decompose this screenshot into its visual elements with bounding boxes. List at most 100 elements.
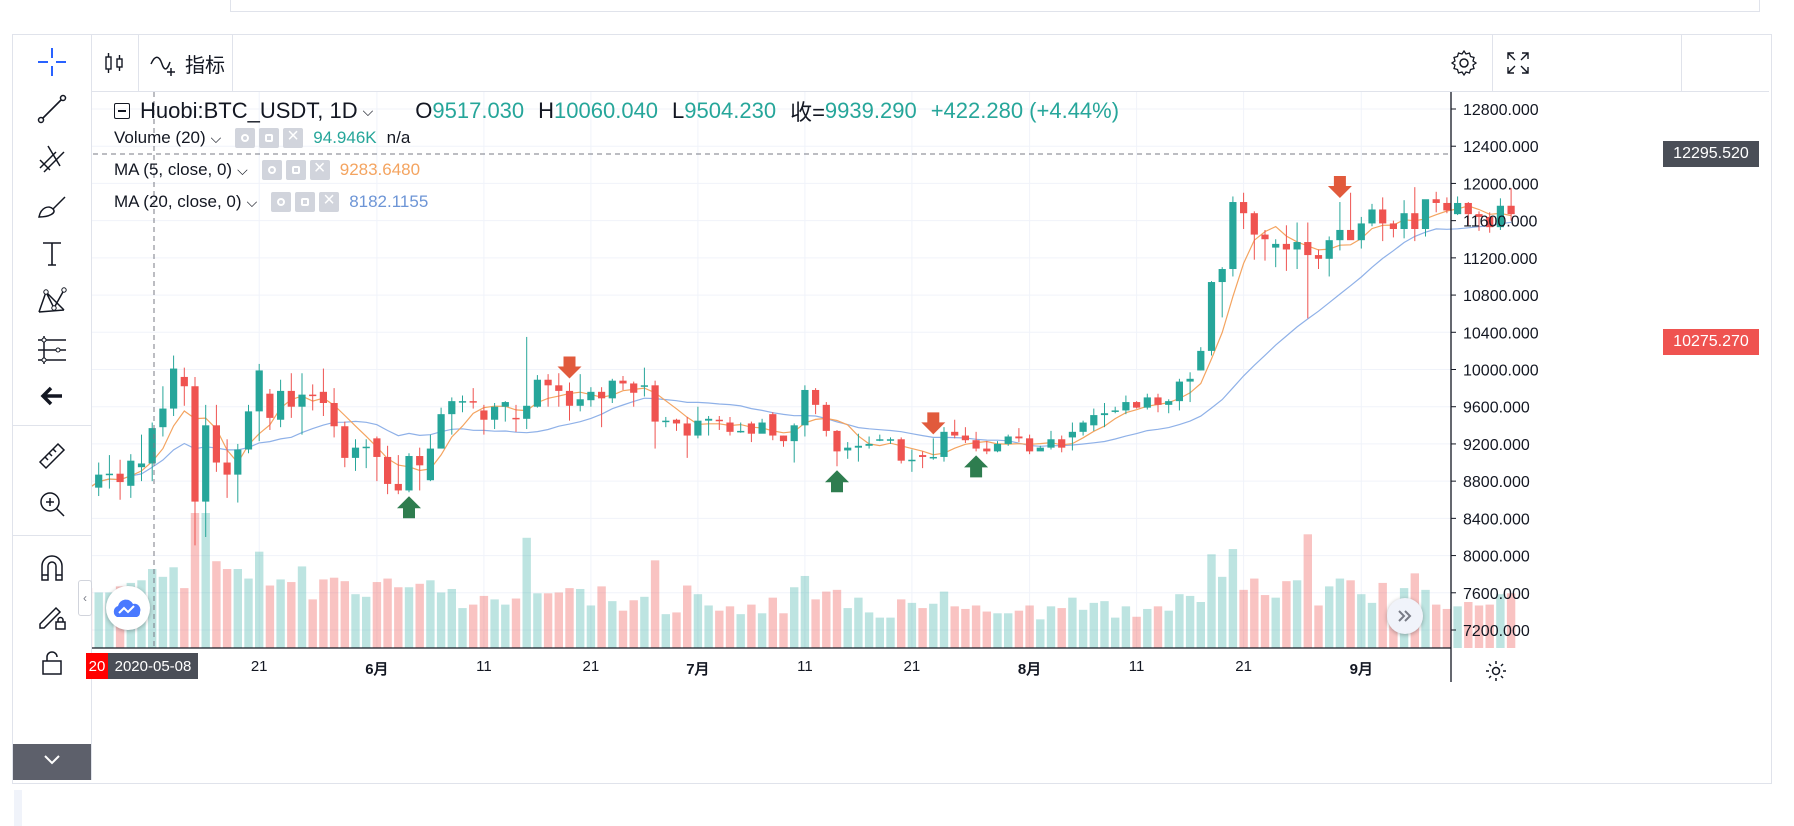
candle-body xyxy=(480,410,488,420)
trend-line-tool[interactable] xyxy=(31,88,73,130)
toolbar-collapse[interactable] xyxy=(13,744,91,780)
volume-bar xyxy=(297,566,307,648)
candle-body xyxy=(876,439,884,441)
volume-bar xyxy=(1367,602,1377,648)
candle-body xyxy=(801,389,809,426)
indicators-button[interactable]: 指标 xyxy=(144,35,230,91)
candle-body xyxy=(416,456,424,466)
pattern-tool[interactable] xyxy=(31,281,73,323)
volume-bar xyxy=(1036,619,1045,648)
volume-bar xyxy=(212,561,221,648)
pitchfork-tool[interactable] xyxy=(31,137,73,179)
volume-bar xyxy=(1218,576,1227,648)
volume-bar xyxy=(1004,613,1013,648)
volume-bar xyxy=(886,617,895,648)
candle-body xyxy=(1314,255,1323,259)
sell-signal-arrow xyxy=(557,356,582,379)
gear-icon[interactable] xyxy=(259,128,280,148)
magnet-tool[interactable] xyxy=(31,547,73,589)
low-value: 9504.230 xyxy=(684,98,777,123)
chevron-down-icon[interactable]: ⌵ xyxy=(246,193,258,210)
candle-body xyxy=(683,423,691,436)
close-icon[interactable] xyxy=(319,189,340,212)
candlestick-chart[interactable]: 12800.00012400.00012000.00011600.0001120… xyxy=(92,92,1769,780)
candle-body xyxy=(1207,282,1216,351)
candle-body xyxy=(1079,422,1087,432)
zoom-tool[interactable] xyxy=(31,483,73,525)
candle-body xyxy=(1357,223,1365,241)
axis-settings-button[interactable] xyxy=(1481,656,1511,686)
candle-body xyxy=(1090,415,1098,426)
volume-bar xyxy=(768,597,777,648)
back-tool[interactable] xyxy=(31,375,73,417)
lock-tool[interactable] xyxy=(31,641,73,683)
candle-body xyxy=(1047,439,1055,448)
crosshair-price-label: 12295.520 xyxy=(1663,141,1759,167)
fib-tool[interactable] xyxy=(31,329,73,371)
candle-body xyxy=(1282,243,1290,250)
brush-tool[interactable] xyxy=(31,186,73,228)
volume-bar xyxy=(1078,609,1088,648)
chart-area[interactable]: 12800.000 12400.000 12000.000 11600.000 1120… xyxy=(78,92,1769,780)
eye-icon[interactable] xyxy=(235,128,256,148)
crosshair-icon xyxy=(38,48,66,76)
volume-bar xyxy=(576,588,585,648)
volume-bar xyxy=(501,604,510,648)
gear-icon[interactable] xyxy=(285,160,306,180)
candle-body xyxy=(747,423,755,434)
logo-icon xyxy=(113,599,141,617)
gear-icon[interactable] xyxy=(295,192,316,212)
chevron-down-icon[interactable]: ⌵ xyxy=(210,129,222,146)
candle-body xyxy=(758,422,766,434)
volume-bar xyxy=(1196,602,1205,648)
magnet-icon xyxy=(41,555,63,581)
chevron-down-icon[interactable]: ⌵ xyxy=(362,102,374,119)
collapse-left-handle[interactable]: ‹ xyxy=(78,580,92,616)
candle-body xyxy=(458,401,467,403)
candle-body xyxy=(1368,209,1376,224)
eye-icon[interactable] xyxy=(271,192,292,212)
fullscreen-button[interactable] xyxy=(1496,35,1540,91)
high-value: 10060.040 xyxy=(554,98,659,123)
volume-bar xyxy=(993,613,1002,648)
candle-body xyxy=(501,402,509,407)
time-tick-label: 21 xyxy=(582,658,600,675)
ma5-label[interactable]: MA (5, close, 0) xyxy=(114,160,233,179)
time-tick-label: 21 xyxy=(1235,658,1252,675)
volume-bar xyxy=(201,513,210,648)
volume-bar xyxy=(907,602,917,648)
candle-body xyxy=(394,483,402,491)
candle-body xyxy=(1443,202,1451,211)
volume-bar xyxy=(1421,589,1430,648)
ma20-label[interactable]: MA (20, close, 0) xyxy=(114,192,242,211)
ruler-tool[interactable] xyxy=(31,435,73,477)
chart-type-button[interactable] xyxy=(92,35,136,91)
volume-bar xyxy=(222,569,232,648)
scroll-right-button[interactable] xyxy=(1387,598,1423,634)
logo-button[interactable] xyxy=(106,586,150,630)
candle-body xyxy=(1100,413,1109,416)
chevron-down-icon[interactable]: ⌵ xyxy=(237,161,248,178)
settings-button[interactable] xyxy=(1442,35,1486,91)
price-tick-label: 12000.000 xyxy=(1463,176,1539,193)
candle-body xyxy=(223,462,231,475)
volume-bar xyxy=(843,608,852,648)
eye-icon[interactable] xyxy=(261,160,282,180)
candle-body xyxy=(170,368,178,409)
time-tick-label: 7月 xyxy=(686,661,710,678)
volume-bar xyxy=(1442,608,1452,648)
candle-body xyxy=(555,385,563,391)
volume-bar xyxy=(854,597,863,648)
open-key: O xyxy=(415,98,433,123)
date-prefix-label: 20 xyxy=(86,653,108,679)
close-icon[interactable] xyxy=(283,125,304,148)
text-tool[interactable] xyxy=(31,233,73,275)
candle-body xyxy=(95,474,103,488)
collapse-legend-icon[interactable] xyxy=(114,103,130,119)
volume-label[interactable]: Volume (20) xyxy=(114,128,206,147)
close-icon[interactable] xyxy=(309,157,330,180)
symbol-name[interactable]: Huobi:BTC_USDT, 1D xyxy=(140,98,358,123)
crosshair-tool[interactable] xyxy=(31,41,73,83)
lock-draw-tool[interactable] xyxy=(31,595,73,637)
volume-bar xyxy=(982,611,991,648)
